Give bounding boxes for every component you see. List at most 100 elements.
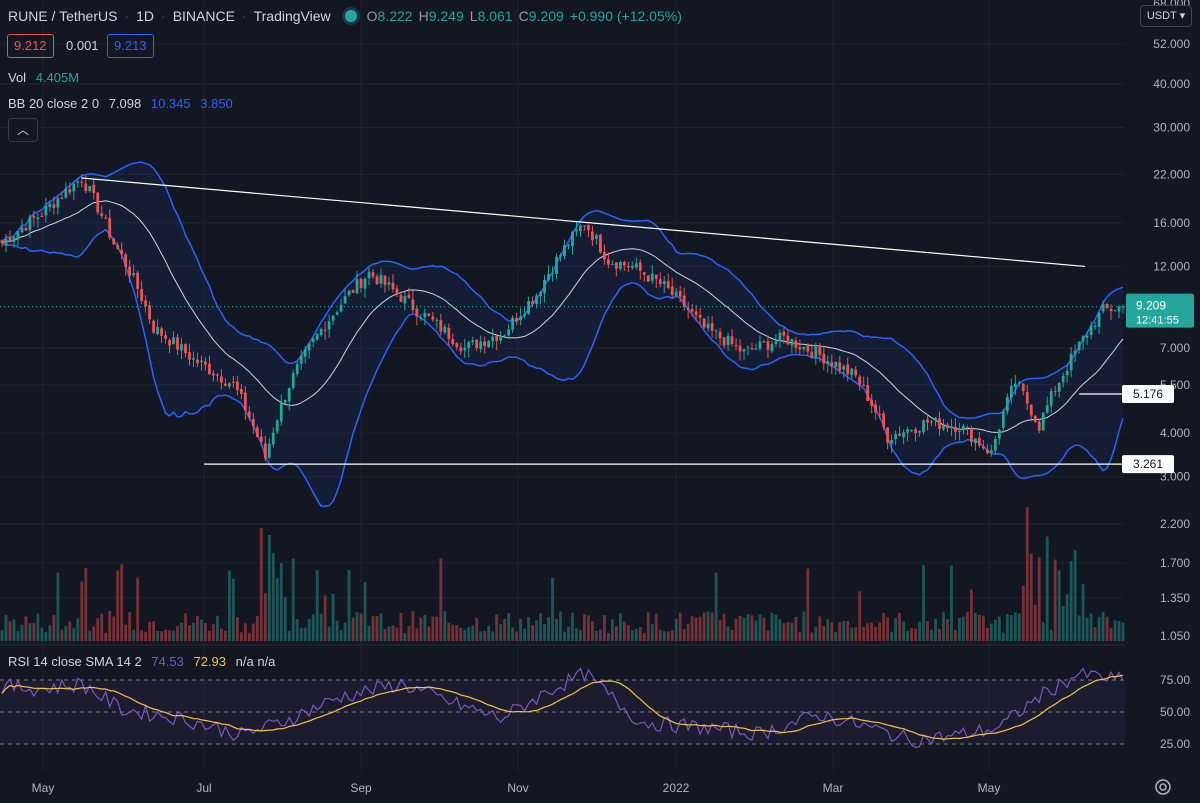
volume-bar [993, 619, 997, 641]
volume-bar [471, 625, 475, 641]
symbol-name[interactable]: RUNE / TetherUS [8, 8, 118, 24]
volume-bar [188, 625, 191, 641]
volume-bar [786, 622, 790, 641]
volume-bar [818, 616, 822, 641]
volume-bar [427, 626, 431, 641]
volume-bar [942, 612, 945, 641]
time-axis[interactable]: May Jul Sep Nov 2022 Mar May [32, 781, 1001, 795]
candle-body [116, 245, 120, 250]
candle-body [646, 275, 650, 282]
candle-body [614, 262, 618, 269]
candle-body [634, 263, 638, 268]
volume-bar [120, 564, 124, 641]
currency-dropdown[interactable]: USDT ▾ [1140, 5, 1192, 27]
candle-body [499, 335, 503, 341]
candle-body [846, 364, 850, 375]
candle-body [786, 335, 790, 345]
volume-bar [1057, 570, 1061, 641]
buy-price-button[interactable]: 9.213 [107, 34, 154, 58]
candle-body [411, 299, 415, 310]
candle-body [471, 340, 475, 343]
candle-body [778, 332, 782, 341]
candle-body [595, 235, 598, 239]
candle-body [954, 426, 957, 432]
candle-body [626, 265, 630, 268]
volume-bar [491, 631, 495, 641]
volume-bar [997, 616, 1001, 641]
volume-bar [4, 614, 8, 641]
candle-body [88, 185, 92, 192]
rsi-legend[interactable]: RSI 14 close SMA 14 2 74.53 72.93 n/a n/… [8, 654, 276, 669]
drawn-lines[interactable] [0, 177, 1125, 465]
volume-legend[interactable]: Vol 4.405M [8, 70, 80, 85]
candle-body [694, 311, 698, 315]
volume-bar [435, 616, 439, 641]
volume-bar [128, 612, 132, 641]
candle-body [76, 181, 80, 183]
volume-bar [595, 630, 598, 641]
volume-bar [8, 621, 12, 641]
volume-bar [84, 568, 88, 641]
volume-bar [614, 626, 618, 641]
bb-legend[interactable]: BB 20 close 2 0 7.098 10.345 3.850 [8, 96, 233, 111]
volume-bar [403, 632, 407, 641]
volume-bar [56, 572, 60, 641]
volume-bar [319, 613, 323, 641]
volume-bar [108, 611, 112, 641]
volume-bar [638, 627, 642, 641]
volume-bar [822, 626, 826, 641]
candle-body [543, 279, 546, 294]
candle-body [451, 338, 455, 345]
volume-bar [1053, 559, 1057, 641]
candle-body [196, 359, 199, 364]
volume-bar [858, 591, 862, 641]
candle-body [950, 426, 953, 429]
rsi-pane[interactable] [0, 667, 1125, 749]
candle-body [551, 273, 554, 275]
market-status-icon[interactable] [344, 10, 357, 22]
candle-body [132, 273, 136, 276]
candle-body [710, 323, 714, 331]
volume-bar [790, 622, 794, 641]
candle-body [347, 290, 351, 296]
candle-body [427, 313, 431, 317]
volume-bar [714, 572, 718, 641]
volume-bar [622, 621, 626, 641]
candle-body [68, 189, 72, 193]
candle-body [224, 383, 227, 386]
volume-bar [423, 615, 427, 641]
volume-bar [160, 631, 163, 641]
volume-bar [231, 578, 235, 641]
volume-bar [575, 628, 578, 641]
candle-body [204, 361, 207, 365]
candle-body [231, 381, 235, 383]
candle-body [407, 294, 411, 298]
volume-bar [774, 614, 778, 641]
volume-bar [311, 614, 315, 641]
volume-bar [535, 620, 538, 641]
volume-bar [20, 624, 24, 641]
volume-bar [702, 612, 706, 641]
time-label: Nov [507, 781, 528, 795]
candlesticks[interactable] [0, 174, 1125, 462]
open-value: O8.222 [366, 8, 413, 24]
candle-body [1073, 350, 1077, 355]
settings-gear-icon[interactable] [1155, 779, 1171, 795]
candle-body [359, 278, 363, 288]
volume-bar [966, 612, 969, 641]
volume-bar [770, 612, 774, 641]
candle-body [92, 184, 96, 193]
volume-bar [918, 621, 921, 641]
volume-bar [447, 622, 451, 641]
volume-bar [387, 626, 391, 641]
collapse-legend-button[interactable]: ︿ [8, 118, 38, 142]
sell-price-button[interactable]: 9.212 [7, 34, 54, 58]
volume-bar [48, 625, 52, 641]
candle-body [208, 363, 211, 375]
candle-body [1009, 385, 1013, 398]
candle-body [84, 183, 88, 192]
volume-bar [734, 618, 738, 641]
candle-body [770, 343, 774, 352]
interval[interactable]: 1D [136, 8, 155, 24]
